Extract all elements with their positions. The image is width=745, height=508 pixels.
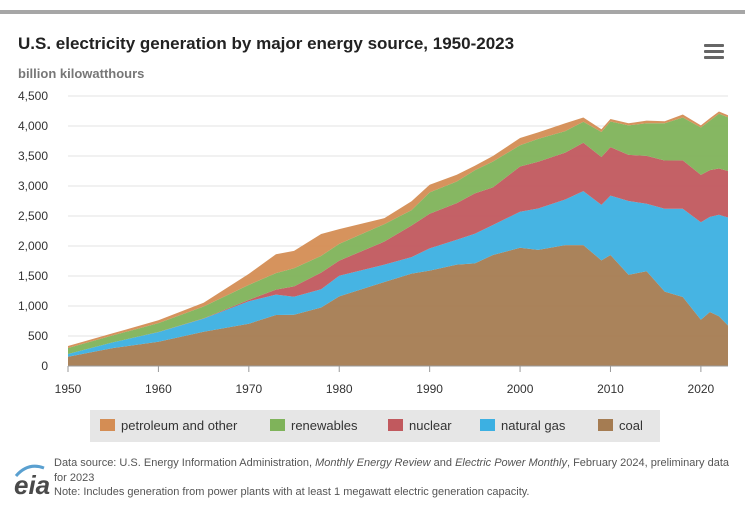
- y-tick-label: 4,000: [18, 119, 48, 133]
- source-prefix: Data source: U.S. Energy Information Adm…: [54, 457, 316, 469]
- legend-label-nuclear: nuclear: [409, 418, 452, 433]
- legend-label-natural-gas: natural gas: [501, 418, 566, 433]
- y-tick-label: 0: [41, 359, 48, 373]
- x-tick-label: 1970: [235, 382, 262, 396]
- y-tick-label: 3,000: [18, 179, 48, 193]
- legend-item-coal[interactable]: coal: [598, 418, 643, 434]
- eia-logo-swoosh-icon: [14, 464, 45, 478]
- series-areas: [68, 111, 728, 367]
- eia-logo: eia: [14, 470, 51, 500]
- legend-item-petroleum[interactable]: petroleum and other: [100, 418, 237, 434]
- legend-item-renewables[interactable]: renewables: [270, 418, 358, 434]
- source-pub-epm: Electric Power Monthly: [455, 457, 567, 469]
- area-renewables[interactable]: [68, 113, 728, 354]
- x-tick-label: 1980: [326, 382, 353, 396]
- footnote: Note: Includes generation from power pla…: [54, 486, 530, 498]
- y-tick-label: 1,500: [18, 269, 48, 283]
- area-natural-gas[interactable]: [68, 191, 728, 357]
- legend-swatch-nuclear: [388, 419, 403, 431]
- y-tick-label: 1,000: [18, 299, 48, 313]
- chart-subtitle: billion kilowatthours: [18, 66, 145, 81]
- legend-swatch-renewables: [270, 419, 285, 431]
- x-tick-label: 2020: [688, 382, 715, 396]
- legend-swatch-petroleum: [100, 419, 115, 431]
- hamburger-menu-icon[interactable]: [704, 44, 724, 60]
- y-axis-ticks: 0 500 1,000 1,500 2,000 2,500 3,000 3,500 4,000 4…: [18, 89, 48, 373]
- legend-item-natural-gas[interactable]: natural gas: [480, 418, 565, 434]
- y-tick-label: 4,500: [18, 89, 48, 103]
- x-tick-label: 1960: [145, 382, 172, 396]
- area-petroleum-and-other[interactable]: [68, 111, 728, 348]
- area-coal[interactable]: [68, 245, 728, 366]
- x-axis-ticks: 1950 1960 1970 1980 1990 2000 2010 2020: [55, 366, 715, 396]
- legend-item-nuclear[interactable]: nuclear: [388, 418, 452, 434]
- area-nuclear[interactable]: [68, 142, 728, 354]
- data-source: Data source: U.S. Energy Information Adm…: [54, 456, 734, 486]
- chart-title: U.S. electricity generation by major ene…: [18, 34, 515, 53]
- source-pub-mer: Monthly Energy Review: [315, 457, 431, 469]
- legend-swatch-natural-gas: [480, 419, 495, 431]
- legend-label-petroleum: petroleum and other: [121, 418, 238, 433]
- x-tick-label: 2000: [507, 382, 534, 396]
- x-tick-label: 1950: [55, 382, 82, 396]
- y-tick-label: 2,500: [18, 209, 48, 223]
- legend-label-renewables: renewables: [291, 418, 358, 433]
- y-tick-label: 500: [28, 329, 48, 343]
- x-tick-label: 2010: [597, 382, 624, 396]
- source-and: and: [430, 457, 456, 469]
- legend-label-coal: coal: [619, 418, 643, 433]
- y-tick-label: 3,500: [18, 149, 48, 163]
- x-tick-label: 1990: [416, 382, 443, 396]
- source-suffix: , February 2024, preliminary data for 20…: [54, 457, 729, 484]
- y-tick-label: 2,000: [18, 239, 48, 253]
- legend: petroleum and other renewables nuclear n…: [90, 410, 660, 442]
- top-rule: [0, 10, 745, 14]
- stacked-area-chart: 0 500 1,000 1,500 2,000 2,500 3,000 3,500 4,000 4…: [18, 89, 728, 396]
- legend-swatch-coal: [598, 419, 613, 431]
